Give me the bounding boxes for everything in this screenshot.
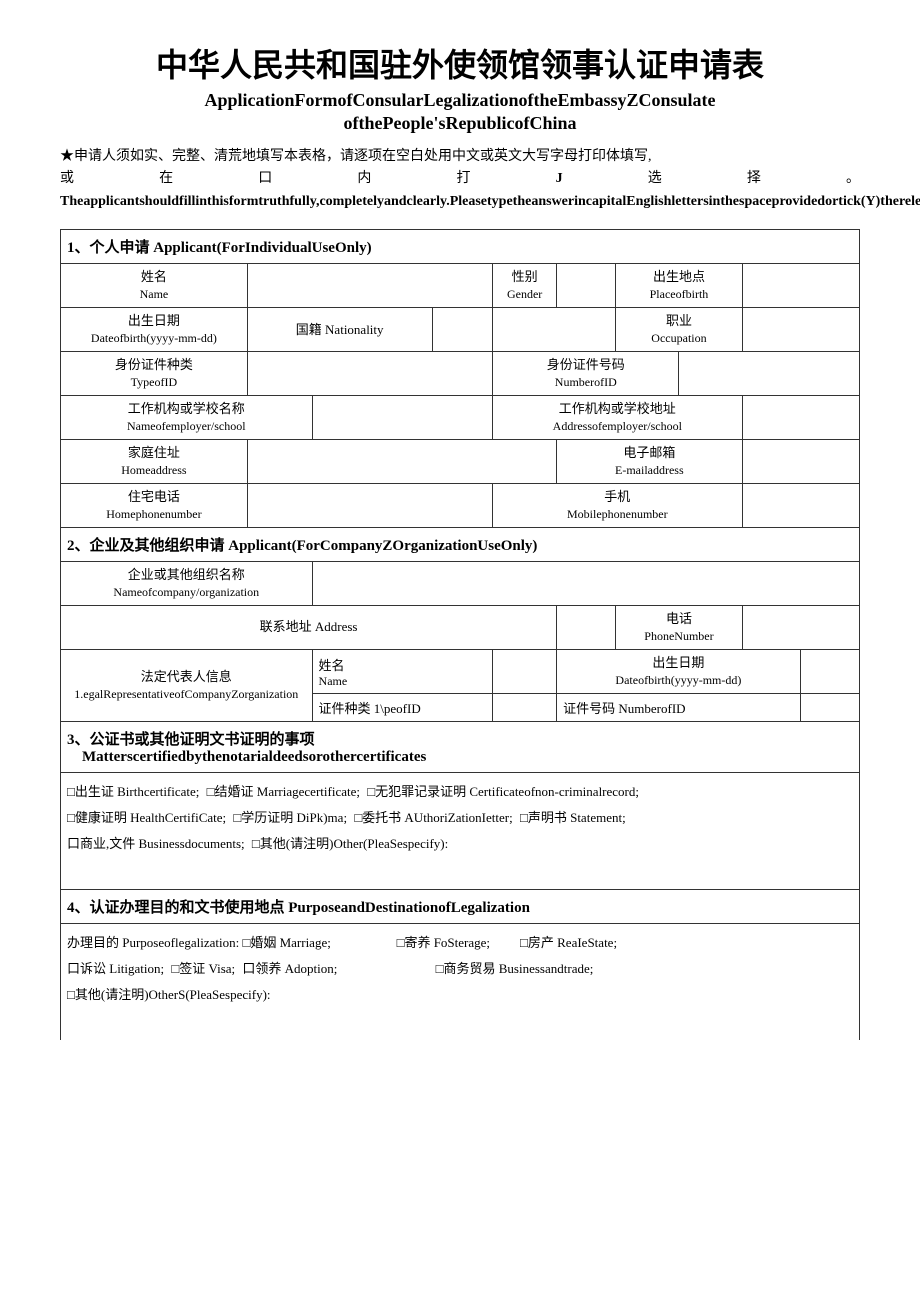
rep-idnum-input[interactable]	[800, 694, 859, 722]
dob-input[interactable]	[493, 308, 616, 352]
homephone-input[interactable]	[247, 484, 492, 528]
email-label: 电子邮箱 E-mailaddress	[557, 440, 742, 484]
cb-p-visa[interactable]: □签证 Visa;	[171, 956, 235, 982]
homeaddr-label: 家庭住址 Homeaddress	[61, 440, 248, 484]
w5: J	[556, 168, 563, 190]
nationality-label: 国籍 Nationality	[247, 308, 432, 352]
section4-checkboxes: 办理目的 Purposeoflegalization: □婚姻 Marriage…	[61, 924, 860, 1041]
title-cn: 中华人民共和国驻外使领馆领事认证申请表	[60, 40, 860, 86]
idnum-input[interactable]	[679, 352, 860, 396]
rep-idnum-label: 证件号码 NumberofID	[557, 694, 801, 722]
idtype-input[interactable]	[247, 352, 492, 396]
section3-header: 3、公证书或其他证明文书证明的事项 Matterscertifiedbythen…	[61, 722, 860, 773]
mobile-label: 手机 Mobilephonenumber	[493, 484, 742, 528]
instr-cn: 申请人须如实、完整、清荒地填写本表格，请逐项在空白处用中文或英文大写字母打印体填…	[74, 149, 652, 164]
gender-label: 性别 Gender	[493, 264, 557, 308]
cb-marriage[interactable]: □结婚证 Marriagecertificate;	[207, 779, 360, 805]
nationality-input[interactable]	[432, 308, 493, 352]
cb-auth[interactable]: □委托书 AUthoriZationIetter;	[354, 805, 512, 831]
name-input[interactable]	[247, 264, 492, 308]
w7: 择	[747, 168, 761, 190]
rep-dob-label: 出生日期 Dateofbirth(yyyy-mm-dd)	[557, 650, 801, 694]
cb-health[interactable]: □健康证明 HealthCertifiCate;	[67, 805, 226, 831]
company-phone-label: 电话 PhoneNumber	[616, 606, 742, 650]
employer-addr-label: 工作机构或学校地址 Addressofemployer/school	[493, 396, 742, 440]
homephone-label: 住宅电话 Homephonenumber	[61, 484, 248, 528]
title-en-2: ofthePeople'sRepublicofChina	[60, 113, 860, 134]
section2-header: 2、企业及其他组织申请 Applicant(ForCompanyZOrganiz…	[61, 528, 860, 562]
cb-p-trade[interactable]: □商务贸易 Businessandtrade;	[436, 956, 594, 982]
occupation-label: 职业 Occupation	[616, 308, 742, 352]
w0: 或	[60, 168, 74, 190]
name-label: 姓名 Name	[61, 264, 248, 308]
pob-label: 出生地点 Placeofbirth	[616, 264, 742, 308]
gender-input[interactable]	[557, 264, 616, 308]
instructions: ★申请人须如实、完整、清荒地填写本表格，请逐项在空白处用中文或英文大写字母打印体…	[60, 146, 860, 213]
cb-birth[interactable]: □出生证 Birthcertificate;	[67, 779, 199, 805]
homeaddr-input[interactable]	[247, 440, 556, 484]
rep-name-label: 姓名 Name	[312, 650, 493, 694]
employer-name-input[interactable]	[312, 396, 493, 440]
star-icon: ★	[60, 149, 74, 164]
cb-p-litigation[interactable]: 口诉讼 Litigation;	[67, 956, 164, 982]
w2: 口	[258, 168, 272, 190]
cb-diploma[interactable]: □学历证明 DiPk)ma;	[233, 805, 347, 831]
section1-header: 1、个人申请 Applicant(ForIndividualUseOnly)	[61, 230, 860, 264]
employer-name-label: 工作机构或学校名称 Nameofemployer/school	[61, 396, 313, 440]
cb-p-fosterage[interactable]: □寄养 FoSterage;	[397, 930, 490, 956]
w8: 。	[846, 168, 860, 190]
cb-p-realestate[interactable]: □房产 ReaIeState;	[520, 930, 617, 956]
cb-nocrime[interactable]: □无犯罪记录证明 Certificateofnon-criminalrecord…	[367, 779, 639, 805]
cb-p-adoption[interactable]: 口领养 Adoption;	[242, 956, 337, 982]
application-form-table: 1、个人申请 Applicant(ForIndividualUseOnly) 姓…	[60, 229, 860, 1040]
rep-name-input[interactable]	[493, 650, 557, 694]
idtype-label: 身份证件种类 TypeofID	[61, 352, 248, 396]
rep-dob-input[interactable]	[800, 650, 859, 694]
w6: 选	[648, 168, 662, 190]
cb-statement[interactable]: □声明书 Statement;	[520, 805, 626, 831]
employer-addr-input[interactable]	[742, 396, 859, 440]
dob-label: 出生日期 Dateofbirth(yyyy-mm-dd)	[61, 308, 248, 352]
company-name-label: 企业或其他组织名称 Nameofcompany/organization	[61, 562, 313, 606]
company-name-input[interactable]	[312, 562, 859, 606]
instr-en: Theapplicantshouldfillinthisformtruthful…	[60, 194, 920, 209]
cb-p-other[interactable]: □其他(请注明)OtherS(PleaSespecify):	[67, 982, 271, 1008]
mobile-input[interactable]	[742, 484, 859, 528]
purpose-label: 办理目的 Purposeoflegalization:	[67, 935, 239, 950]
rep-idtype-label: 证件种类 1\peofID	[312, 694, 493, 722]
cb-p-marriage[interactable]: □婚姻 Marriage;	[242, 930, 330, 956]
section3-checkboxes: □出生证 Birthcertificate; □结婚证 Marriagecert…	[61, 773, 860, 890]
pob-input[interactable]	[742, 264, 859, 308]
w4: 打	[457, 168, 471, 190]
legalrep-label: 法定代表人信息 1.egalRepresentativeofCompanyZor…	[61, 650, 313, 722]
company-phone-input[interactable]	[742, 606, 859, 650]
w3: 内	[357, 168, 371, 190]
rep-idtype-input[interactable]	[493, 694, 557, 722]
idnum-label: 身份证件号码 NumberofID	[493, 352, 679, 396]
email-input[interactable]	[742, 440, 859, 484]
w1: 在	[159, 168, 173, 190]
cb-business[interactable]: 口商业,文件 Businessdocuments;	[67, 831, 245, 857]
company-addr-input[interactable]	[557, 606, 616, 650]
occupation-input[interactable]	[742, 308, 859, 352]
title-en-1: ApplicationFormofConsularLegalizationoft…	[60, 90, 860, 111]
cb-other3[interactable]: □其他(请注明)Other(PleaSespecify):	[252, 831, 448, 857]
section4-header: 4、认证办理目的和文书使用地点 PurposeandDestinationofL…	[61, 890, 860, 924]
company-addr-label: 联系地址 Address	[61, 606, 557, 650]
